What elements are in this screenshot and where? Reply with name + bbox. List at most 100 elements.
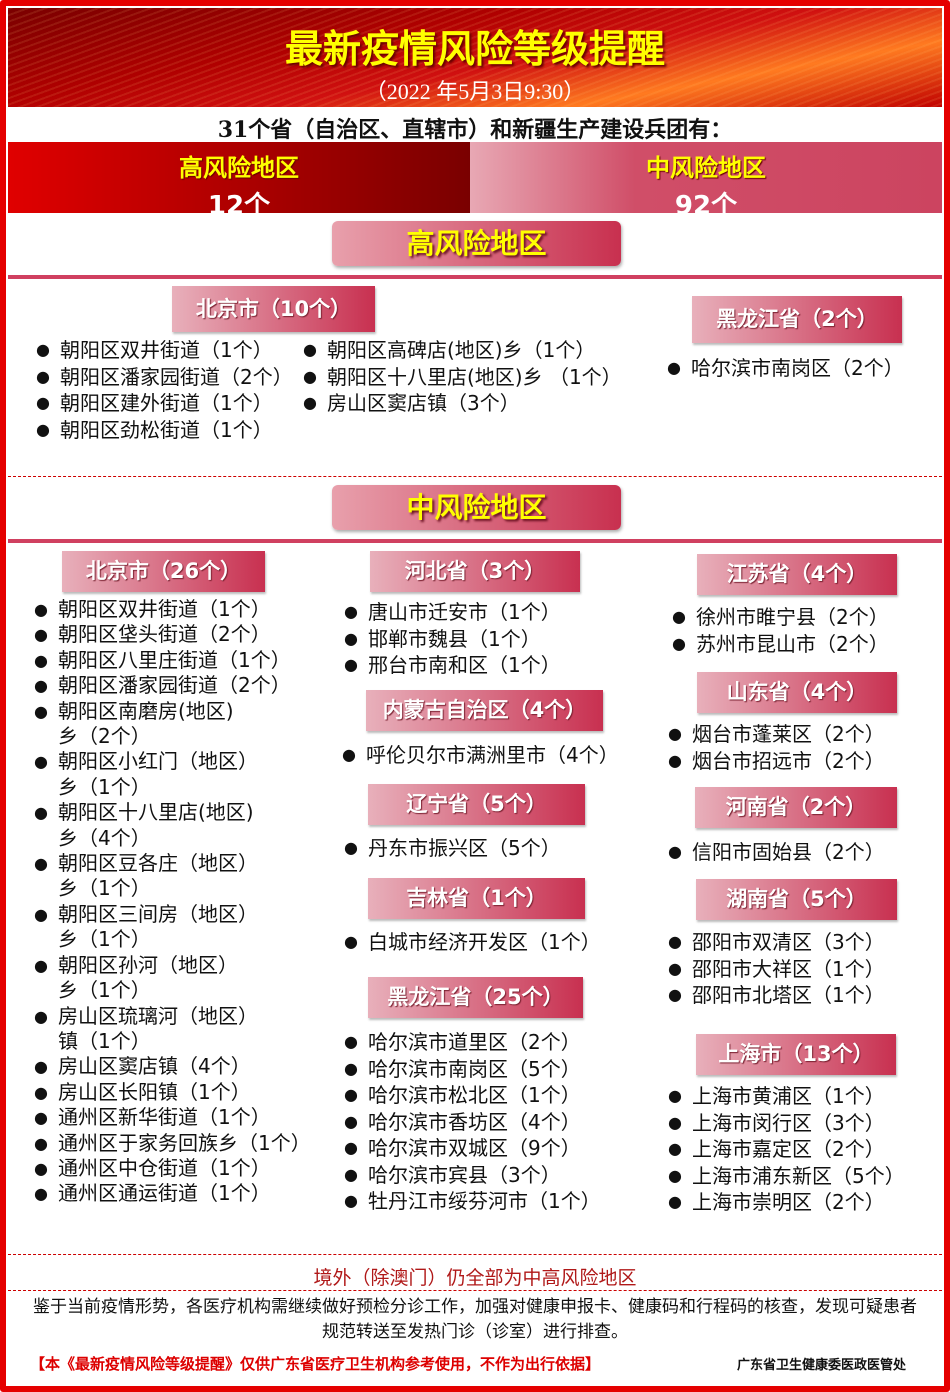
- group-header: 河南省（2个）: [695, 787, 897, 828]
- list-item: 丹东市振兴区（5个）: [344, 835, 561, 862]
- disclaimer: 【本《最新疫情风险等级提醒》仅供广东省医疗卫生机构参考使用，不作为出行依据】: [30, 1355, 601, 1373]
- overseas-notice: 境外（除澳门）仍全部为中高风险地区: [313, 1267, 637, 1289]
- area-list: 呼伦贝尔市满洲里市（4个）: [342, 742, 619, 769]
- group-header: 辽宁省（5个）: [368, 784, 585, 825]
- list-item: 朝阳区潘家园街道（2个）: [36, 364, 293, 391]
- list-item: 朝阳区三间房（地区） 乡（1个）: [34, 902, 311, 953]
- list-item: 苏州市昆山市（2个）: [672, 631, 889, 658]
- group-header: 山东省（4个）: [697, 672, 897, 713]
- list-item: 烟台市蓬莱区（2个）: [668, 721, 885, 748]
- issuing-organization: 广东省卫生健康委医政医管处: [737, 1358, 907, 1373]
- list-item: 朝阳区劲松街道（1个）: [36, 417, 293, 444]
- update-date: （2022 年5月3日9:30）: [364, 79, 586, 104]
- list-item: 邵阳市大祥区（1个）: [668, 956, 885, 983]
- list-item: 哈尔滨市道里区（2个）: [344, 1029, 601, 1056]
- group-header: 江苏省（4个）: [697, 554, 897, 595]
- area-list: 邵阳市双清区（3个）邵阳市大祥区（1个）邵阳市北塔区（1个）: [668, 929, 885, 1009]
- list-item: 哈尔滨市双城区（9个）: [344, 1135, 601, 1162]
- list-item: 哈尔滨市南岗区（5个）: [344, 1056, 601, 1083]
- high-risk-label: 高风险地区: [179, 154, 299, 182]
- divider: [8, 275, 942, 279]
- mid-risk-label: 中风险地区: [646, 154, 766, 182]
- area-list: 朝阳区高碑店(地区)乡（1个）朝阳区十八里店(地区)乡 （1个）房山区窦店镇（3…: [303, 337, 622, 417]
- group-header: 吉林省（1个）: [368, 878, 585, 919]
- list-item: 朝阳区双井街道（1个）: [34, 597, 311, 623]
- list-item: 哈尔滨市松北区（1个）: [344, 1082, 601, 1109]
- area-list: 唐山市迁安市（1个）邯郸市魏县（1个）邢台市南和区（1个）: [344, 599, 561, 679]
- group-header: 上海市（13个）: [696, 1034, 896, 1075]
- area-list: 上海市黄浦区（1个）上海市闵行区（3个）上海市嘉定区（2个）上海市浦东新区（5个…: [668, 1083, 905, 1216]
- list-item: 房山区长阳镇（1个）: [34, 1080, 311, 1106]
- list-item: 上海市嘉定区（2个）: [668, 1136, 905, 1163]
- area-list: 信阳市固始县（2个）: [668, 839, 885, 866]
- group-header: 黑龙江省（2个）: [692, 296, 902, 343]
- group-header: 湖南省（5个）: [696, 879, 897, 920]
- list-item: 通州区新华街道（1个）: [34, 1105, 311, 1131]
- list-item: 哈尔滨市南岗区（2个）: [667, 355, 904, 382]
- area-list: 哈尔滨市南岗区（2个）: [667, 355, 904, 382]
- list-item: 邵阳市双清区（3个）: [668, 929, 885, 956]
- area-list: 徐州市睢宁县（2个）苏州市昆山市（2个）: [672, 604, 889, 657]
- list-item: 朝阳区双井街道（1个）: [36, 337, 293, 364]
- mid-risk-count: 92个: [674, 191, 738, 221]
- title-banner: 最新疫情风险等级提醒 （2022 年5月3日9:30）: [8, 8, 942, 107]
- list-item: 白城市经济开发区（1个）: [344, 929, 601, 956]
- group-header: 黑龙江省（25个）: [368, 977, 583, 1018]
- divider: [8, 539, 942, 543]
- list-item: 通州区于家务回族乡（1个）: [34, 1131, 311, 1157]
- high-risk-summary: 高风险地区 12个: [8, 142, 470, 221]
- list-item: 朝阳区垡头街道（2个）: [34, 622, 311, 648]
- list-item: 朝阳区高碑店(地区)乡（1个）: [303, 337, 622, 364]
- list-item: 上海市黄浦区（1个）: [668, 1083, 905, 1110]
- dashed-divider: [8, 476, 942, 477]
- list-item: 朝阳区十八里店(地区)乡 （1个）: [303, 364, 622, 391]
- dashed-divider: [8, 1254, 942, 1255]
- list-item: 上海市崇明区（2个）: [668, 1189, 905, 1216]
- list-item: 朝阳区八里庄街道（1个）: [34, 648, 311, 674]
- list-item: 徐州市睢宁县（2个）: [672, 604, 889, 631]
- mid-risk-summary: 中风险地区 92个: [470, 142, 942, 221]
- area-list: 丹东市振兴区（5个）: [344, 835, 561, 862]
- area-list: 白城市经济开发区（1个）: [344, 929, 601, 956]
- list-item: 通州区通运街道（1个）: [34, 1181, 311, 1207]
- list-item: 朝阳区孙河（地区） 乡（1个）: [34, 953, 311, 1004]
- medical-notice: 鉴于当前疫情形势，各医疗机构需继续做好预检分诊工作，加强对健康申报卡、健康码和行…: [33, 1297, 917, 1342]
- group-header: 内蒙古自治区（4个）: [366, 690, 603, 731]
- mid-risk-section-title: 中风险地区: [332, 485, 621, 530]
- intro-text: 31个省（自治区、直辖市）和新疆生产建设兵团有：: [217, 117, 733, 143]
- list-item: 哈尔滨市香坊区（4个）: [344, 1109, 601, 1136]
- list-item: 朝阳区豆各庄（地区） 乡（1个）: [34, 851, 311, 902]
- list-item: 邯郸市魏县（1个）: [344, 626, 561, 653]
- group-header: 北京市（26个）: [62, 551, 265, 592]
- group-header: 北京市（10个）: [172, 286, 375, 332]
- list-item: 唐山市迁安市（1个）: [344, 599, 561, 626]
- list-item: 上海市浦东新区（5个）: [668, 1163, 905, 1190]
- list-item: 邵阳市北塔区（1个）: [668, 982, 885, 1009]
- page-title: 最新疫情风险等级提醒: [284, 26, 665, 71]
- group-header: 河北省（3个）: [370, 551, 580, 592]
- high-risk-section-title: 高风险地区: [332, 221, 621, 266]
- list-item: 烟台市招远市（2个）: [668, 748, 885, 775]
- list-item: 邢台市南和区（1个）: [344, 652, 561, 679]
- list-item: 哈尔滨市宾县（3个）: [344, 1162, 601, 1189]
- area-list: 烟台市蓬莱区（2个）烟台市招远市（2个）: [668, 721, 885, 774]
- list-item: 信阳市固始县（2个）: [668, 839, 885, 866]
- dashed-divider: [8, 1290, 942, 1291]
- list-item: 朝阳区小红门（地区） 乡（1个）: [34, 749, 311, 800]
- list-item: 朝阳区十八里店(地区) 乡（4个）: [34, 800, 311, 851]
- list-item: 房山区琉璃河（地区） 镇（1个）: [34, 1004, 311, 1055]
- list-item: 朝阳区南磨房(地区) 乡（2个）: [34, 699, 311, 750]
- area-list: 哈尔滨市道里区（2个）哈尔滨市南岗区（5个）哈尔滨市松北区（1个）哈尔滨市香坊区…: [344, 1029, 601, 1215]
- list-item: 朝阳区潘家园街道（2个）: [34, 673, 311, 699]
- list-item: 上海市闵行区（3个）: [668, 1110, 905, 1137]
- list-item: 房山区窦店镇（3个）: [303, 390, 622, 417]
- list-item: 朝阳区建外街道（1个）: [36, 390, 293, 417]
- high-risk-count: 12个: [207, 191, 271, 221]
- list-item: 呼伦贝尔市满洲里市（4个）: [342, 742, 619, 769]
- area-list: 朝阳区双井街道（1个）朝阳区潘家园街道（2个）朝阳区建外街道（1个）朝阳区劲松街…: [36, 337, 293, 443]
- list-item: 通州区中仓街道（1个）: [34, 1156, 311, 1182]
- list-item: 房山区窦店镇（4个）: [34, 1054, 311, 1080]
- area-list: 朝阳区双井街道（1个）朝阳区垡头街道（2个）朝阳区八里庄街道（1个）朝阳区潘家园…: [34, 597, 311, 1207]
- list-item: 牡丹江市绥芬河市（1个）: [344, 1188, 601, 1215]
